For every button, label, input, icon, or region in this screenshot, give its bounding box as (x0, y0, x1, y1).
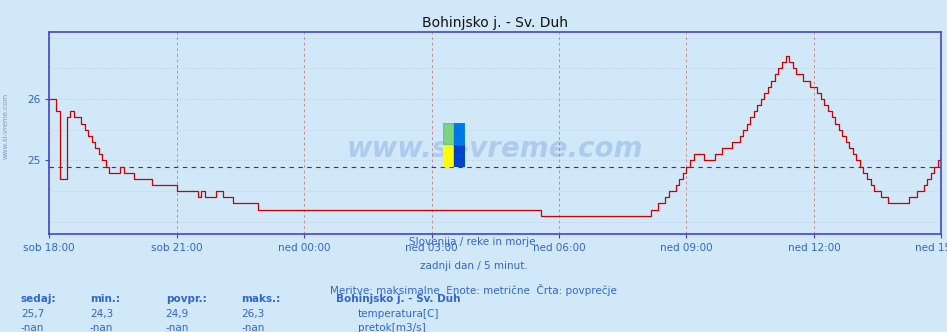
Text: -nan: -nan (21, 323, 45, 332)
Text: pretok[m3/s]: pretok[m3/s] (358, 323, 426, 332)
Title: Bohinjsko j. - Sv. Duh: Bohinjsko j. - Sv. Duh (422, 16, 568, 30)
Text: -nan: -nan (166, 323, 189, 332)
Text: 25,7: 25,7 (21, 309, 45, 319)
Text: min.:: min.: (90, 294, 120, 304)
Text: temperatura[C]: temperatura[C] (358, 309, 439, 319)
Text: www.si-vreme.com: www.si-vreme.com (3, 93, 9, 159)
Text: 26,3: 26,3 (241, 309, 265, 319)
Text: sedaj:: sedaj: (21, 294, 57, 304)
Text: maks.:: maks.: (241, 294, 280, 304)
Text: Slovenija / reke in morje.: Slovenija / reke in morje. (408, 237, 539, 247)
Text: povpr.:: povpr.: (166, 294, 206, 304)
Text: Bohinjsko j. - Sv. Duh: Bohinjsko j. - Sv. Duh (336, 294, 460, 304)
Text: Meritve: maksimalne  Enote: metrične  Črta: povprečje: Meritve: maksimalne Enote: metrične Črta… (331, 284, 616, 296)
Text: 24,3: 24,3 (90, 309, 114, 319)
Text: www.si-vreme.com: www.si-vreme.com (347, 135, 644, 163)
Text: 24,9: 24,9 (166, 309, 189, 319)
Text: zadnji dan / 5 minut.: zadnji dan / 5 minut. (420, 261, 527, 271)
Text: -nan: -nan (241, 323, 265, 332)
Text: -nan: -nan (90, 323, 114, 332)
